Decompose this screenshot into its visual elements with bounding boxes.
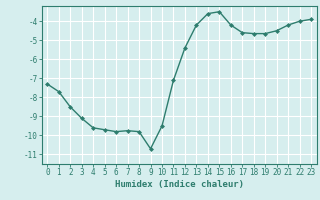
X-axis label: Humidex (Indice chaleur): Humidex (Indice chaleur) xyxy=(115,180,244,189)
